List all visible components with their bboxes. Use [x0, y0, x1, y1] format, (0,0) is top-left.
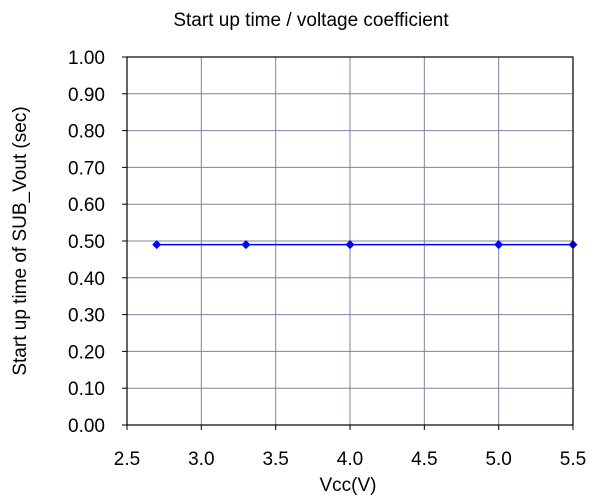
y-tick-label: 0.70: [68, 158, 105, 179]
y-tick-label: 1.00: [68, 48, 105, 69]
y-tick-label: 0.30: [68, 306, 105, 327]
y-tick-label: 0.00: [68, 416, 105, 437]
x-tick-label: 4.5: [411, 449, 437, 470]
x-tick-label: 2.5: [114, 449, 140, 470]
y-tick-label: 0.60: [68, 195, 105, 216]
plot-frame: [126, 56, 574, 426]
x-tick-label: 3.5: [262, 449, 288, 470]
data-point: [152, 240, 162, 250]
x-axis-label: Vcc(V): [320, 475, 377, 496]
y-tick-label: 0.10: [68, 379, 105, 400]
data-point: [345, 240, 355, 250]
chart-title: Start up time / voltage coefficient: [173, 10, 449, 31]
x-tick-labels: 2.5 3.0 3.5 4.0 4.5 5.0 5.5: [114, 449, 586, 470]
y-tick-label: 0.40: [68, 269, 105, 290]
data-point: [494, 240, 504, 250]
y-tick-label: 0.50: [68, 232, 105, 253]
y-axis-label: Start up time of SUB_Vout (sec): [10, 106, 31, 375]
data-point: [241, 240, 251, 250]
x-tick-label: 4.0: [337, 449, 363, 470]
y-tick-label: 0.90: [68, 85, 105, 106]
y-tick-label: 0.20: [68, 342, 105, 363]
x-tick-label: 5.0: [485, 449, 511, 470]
y-tick-labels: 1.00 0.90 0.80 0.70 0.60 0.50 0.40 0.30 0.20 0.10…: [68, 48, 105, 437]
x-tick-label: 3.0: [188, 449, 214, 470]
x-tick-label: 5.5: [560, 449, 586, 470]
y-tick-label: 0.80: [68, 122, 105, 143]
